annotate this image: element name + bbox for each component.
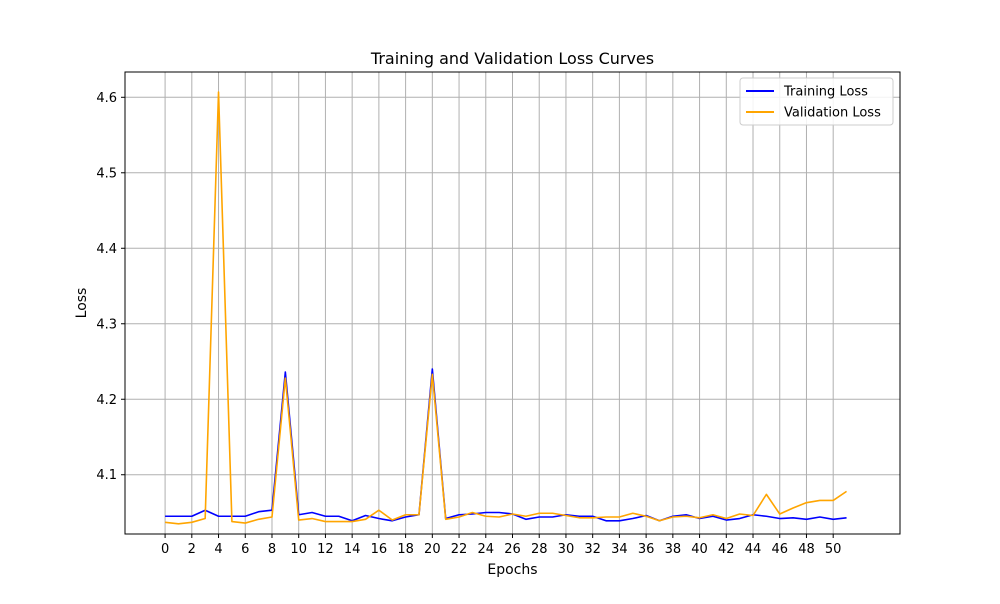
x-tick-label: 18 [397,542,414,557]
x-tick-label: 6 [241,542,249,557]
legend: Training Loss Validation Loss [739,77,894,126]
y-tick-label: 4.1 [96,468,117,483]
y-tick-label: 4.5 [96,166,117,181]
x-tick-label: 46 [771,542,788,557]
x-tick-label: 48 [798,542,815,557]
x-tick-label: 2 [188,542,196,557]
x-tick-label: 32 [584,542,601,557]
legend-box [739,77,894,126]
y-axis-ticks: 4.1 4.2 4.3 4.4 4.5 4.6 [96,91,125,483]
x-axis-ticks: 0 2 4 6 8 10 12 14 16 18 20 22 24 26 28 30 32 34 36 38 40 42 4… [161,534,842,557]
series-line-validation-loss [165,91,847,525]
x-tick-label: 42 [718,542,735,557]
x-tick-label: 20 [424,542,441,557]
x-tick-label: 24 [478,542,495,557]
x-tick-label: 26 [504,542,521,557]
x-tick-label: 38 [665,542,682,557]
legend-label-training-loss: Training Loss [783,85,868,100]
grid [125,72,900,534]
x-axis-label: Epochs [487,562,537,578]
x-tick-label: 14 [344,542,361,557]
legend-label-validation-loss: Validation Loss [784,106,881,121]
x-tick-label: 4 [214,542,222,557]
x-tick-label: 36 [638,542,655,557]
series-line-training-loss [165,368,847,522]
y-axis-label: Loss [74,288,90,319]
x-tick-label: 40 [691,542,708,557]
x-tick-label: 28 [531,542,548,557]
x-tick-label: 22 [451,542,468,557]
y-tick-label: 4.2 [96,393,117,408]
x-tick-label: 16 [371,542,388,557]
x-tick-label: 12 [317,542,334,557]
y-tick-label: 4.6 [96,91,117,106]
y-tick-label: 4.4 [96,242,117,257]
series-lines [165,91,847,525]
x-tick-label: 10 [290,542,307,557]
x-tick-label: 30 [558,542,575,557]
x-tick-label: 50 [825,542,842,557]
chart-title: Training and Validation Loss Curves [370,49,654,68]
y-tick-label: 4.3 [96,317,117,332]
x-tick-label: 0 [161,542,169,557]
x-tick-label: 34 [611,542,628,557]
x-tick-label: 44 [745,542,762,557]
x-tick-label: 8 [268,542,276,557]
